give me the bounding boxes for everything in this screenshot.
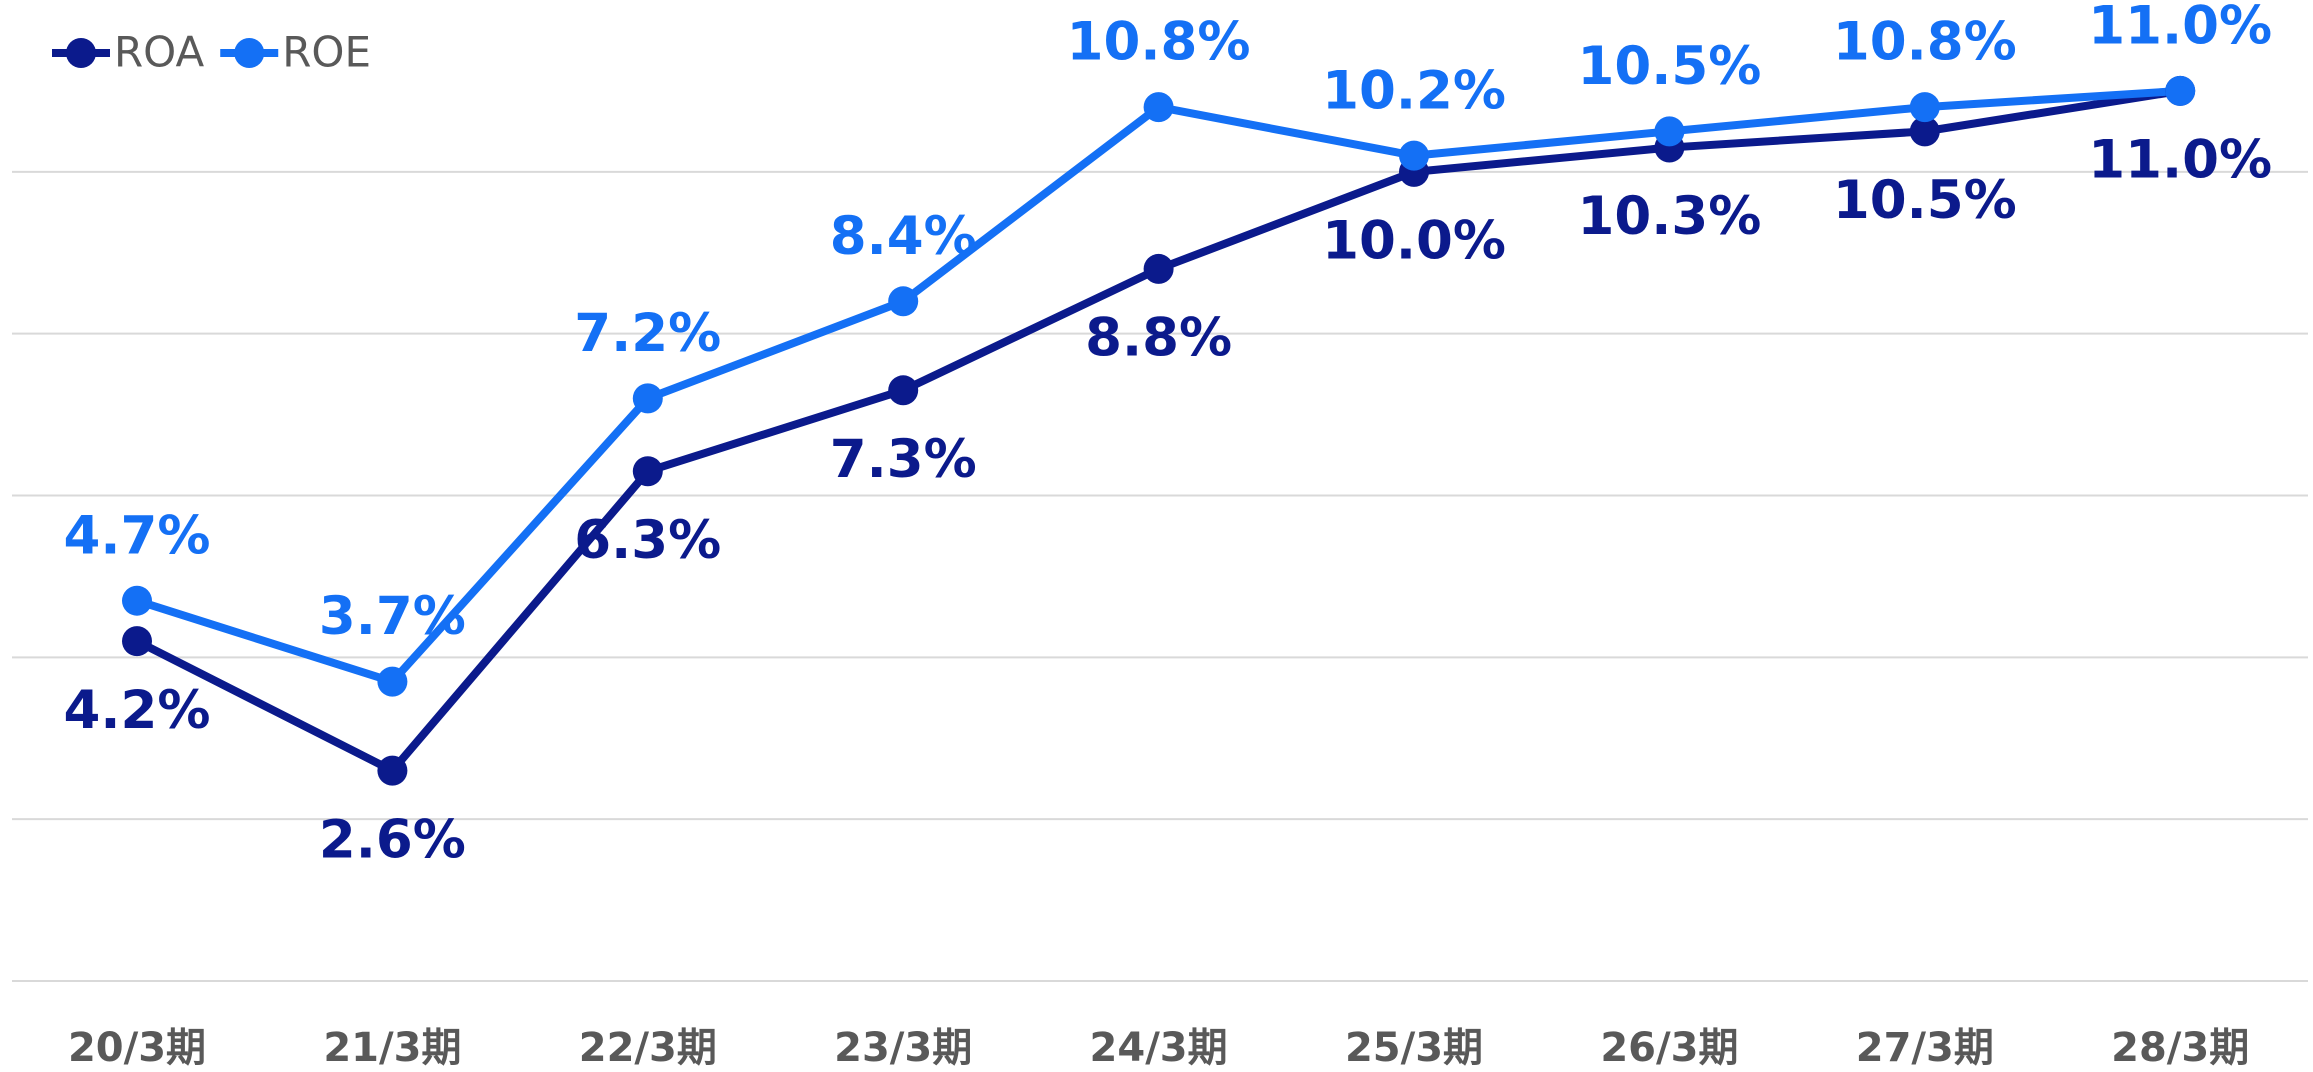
- point: [122, 626, 152, 657]
- point: [632, 383, 663, 414]
- x-tick-label: 24/3期: [1090, 1025, 1228, 1071]
- x-tick-label: 27/3期: [1856, 1025, 1994, 1071]
- x-tick-label: 26/3期: [1600, 1025, 1738, 1071]
- x-tick-label: 21/3期: [323, 1025, 461, 1071]
- x-tick-label: 20/3期: [68, 1025, 206, 1071]
- point: [377, 666, 408, 697]
- data-label: 7.3%: [830, 429, 977, 490]
- x-tick-label: 25/3期: [1345, 1025, 1483, 1071]
- point: [888, 286, 919, 317]
- data-label: 11.0%: [2088, 130, 2272, 191]
- legend-label: ROE: [282, 28, 371, 77]
- x-tick-label: 23/3期: [834, 1025, 972, 1071]
- point: [122, 585, 152, 616]
- data-label: 11.0%: [2088, 0, 2272, 57]
- data-label: 10.3%: [1577, 186, 1761, 247]
- data-label: 6.3%: [574, 510, 721, 571]
- point: [377, 755, 408, 786]
- legend-marker: [234, 38, 265, 68]
- data-label: 10.8%: [1833, 12, 2017, 73]
- data-label: 10.5%: [1577, 36, 1761, 97]
- point: [1143, 253, 1174, 284]
- x-tick-label: 22/3期: [579, 1025, 717, 1071]
- data-label: 4.2%: [64, 680, 211, 741]
- point: [1399, 140, 1429, 171]
- legend-label: ROA: [114, 28, 205, 77]
- data-label: 10.2%: [1322, 60, 1506, 121]
- point: [1143, 92, 1174, 123]
- x-tick-label: 28/3期: [2111, 1025, 2249, 1071]
- data-label: 8.8%: [1085, 308, 1232, 369]
- data-label: 7.2%: [574, 303, 721, 364]
- point: [888, 375, 919, 406]
- point: [632, 456, 663, 487]
- point: [1909, 92, 1940, 123]
- data-label: 10.5%: [1833, 170, 2017, 231]
- point: [2165, 75, 2196, 106]
- data-label: 3.7%: [319, 586, 466, 647]
- point: [1654, 116, 1685, 147]
- data-label: 10.8%: [1067, 12, 1251, 73]
- data-label: 4.7%: [64, 505, 211, 566]
- data-label: 10.0%: [1322, 210, 1506, 271]
- point: [1909, 116, 1940, 147]
- legend-marker: [66, 38, 96, 68]
- data-label: 8.4%: [830, 206, 977, 267]
- data-label: 2.6%: [319, 809, 466, 870]
